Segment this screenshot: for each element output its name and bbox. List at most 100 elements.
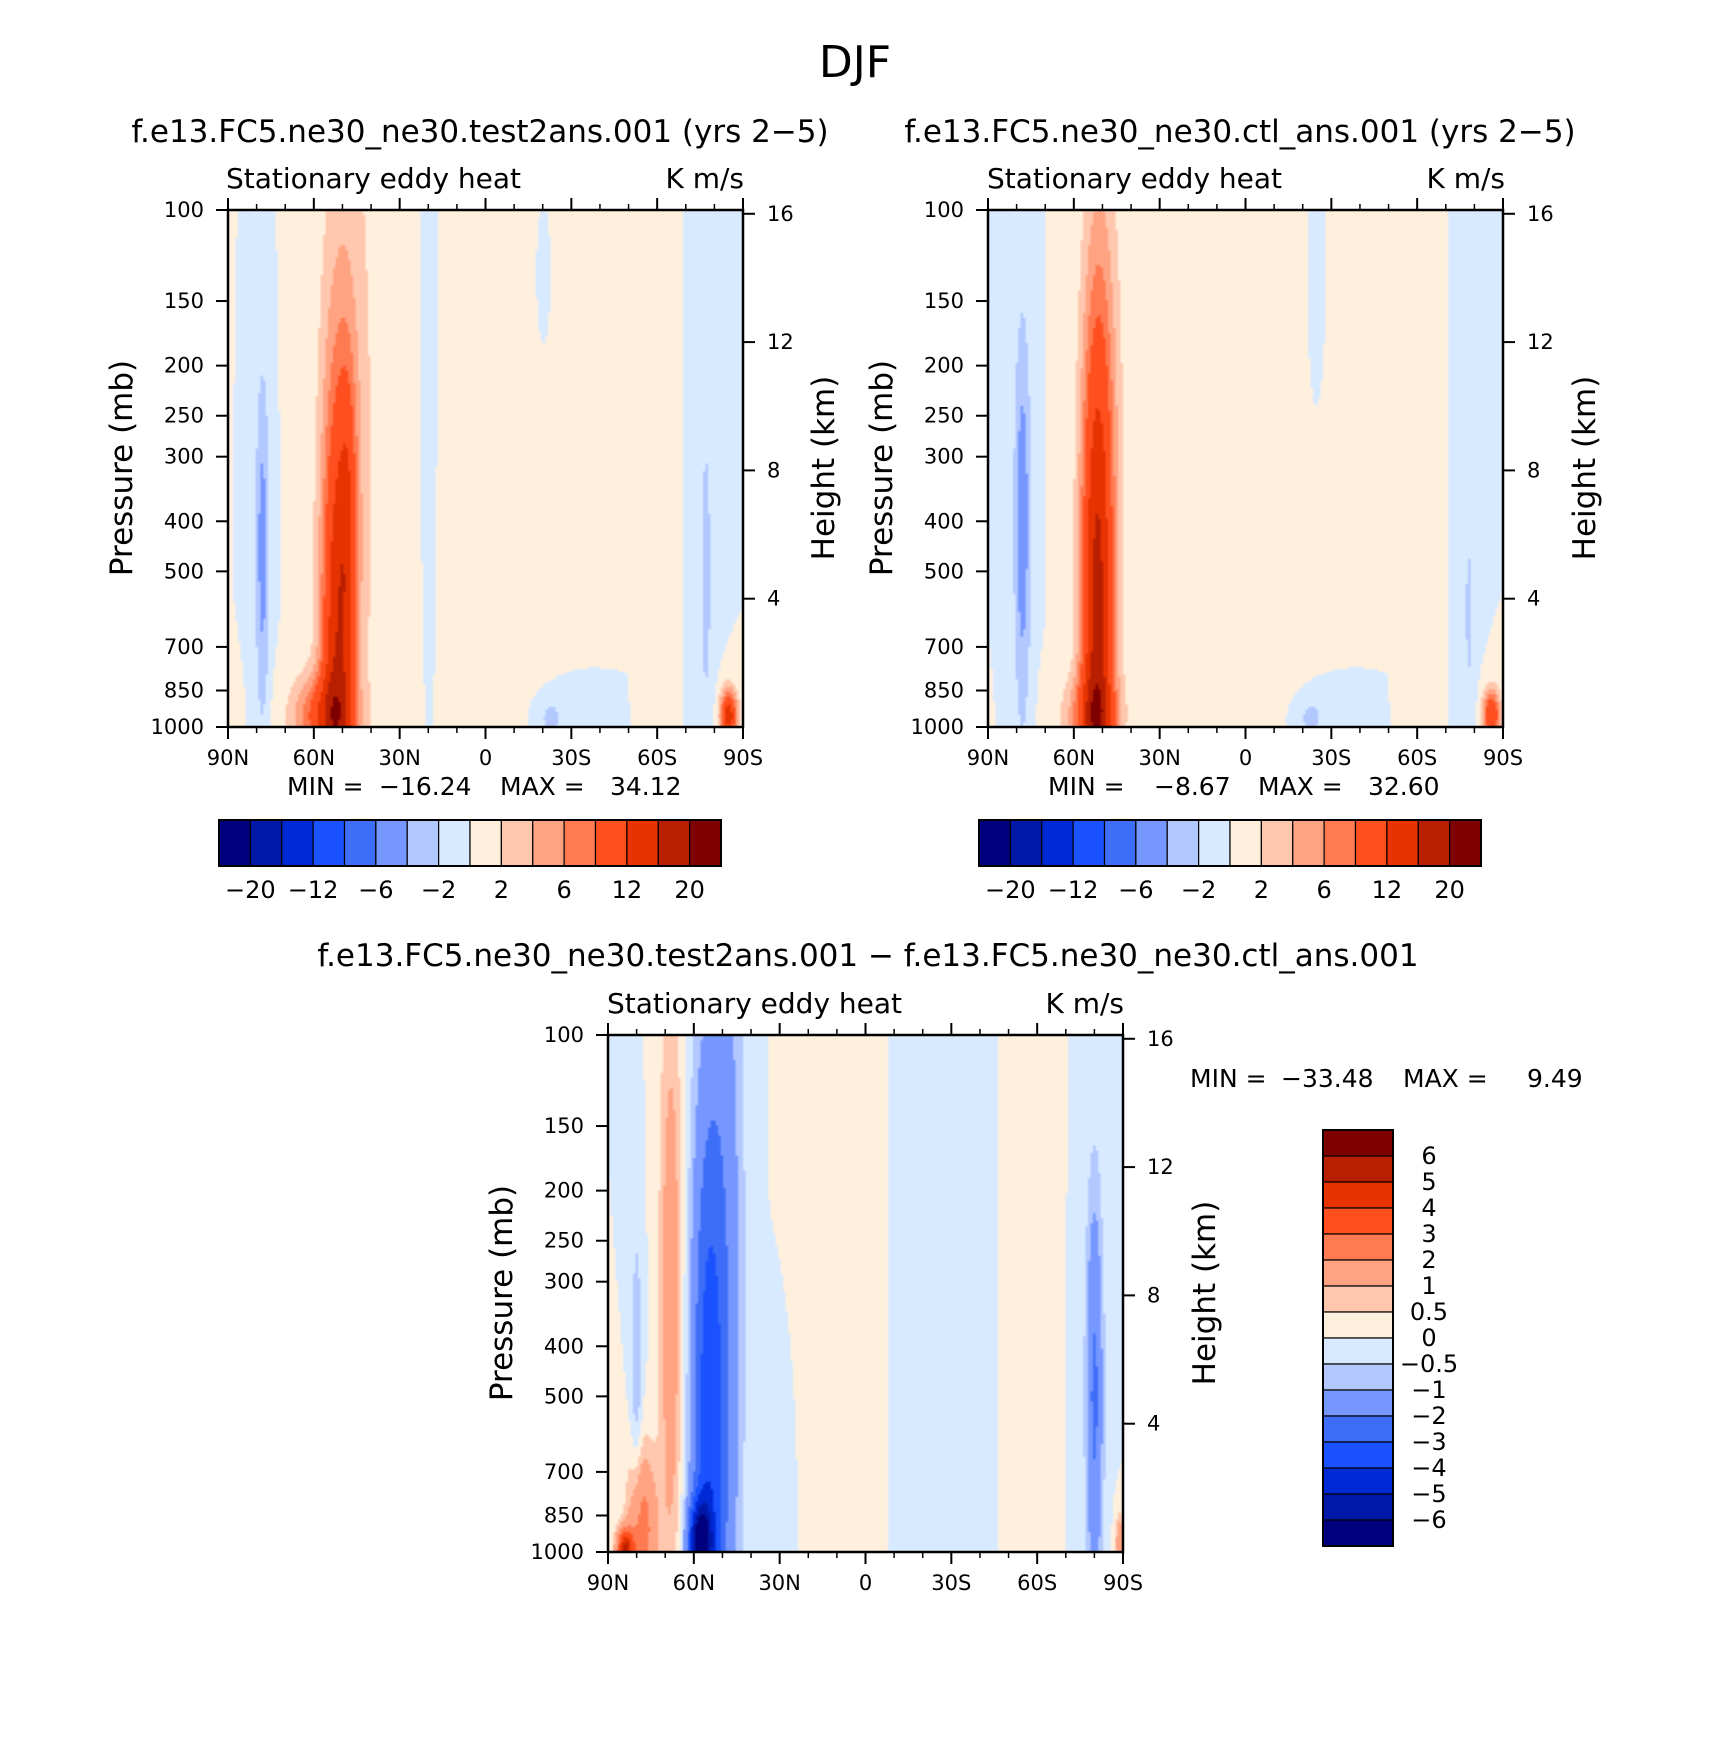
y-tick-label: 250 xyxy=(924,404,964,428)
colorbar-label: −4 xyxy=(1411,1454,1446,1482)
y-tick-label: 300 xyxy=(924,445,964,469)
y-tick-label: 150 xyxy=(924,289,964,313)
x-tick-label: 60N xyxy=(673,1571,715,1595)
colorbar-label: 5 xyxy=(1421,1168,1436,1196)
colorbar-label: 12 xyxy=(612,876,643,904)
contour-field xyxy=(988,210,1503,727)
contour-field xyxy=(608,1035,1123,1552)
colorbar-swatch xyxy=(1322,1311,1394,1339)
y-tick-label: 150 xyxy=(164,289,204,313)
y-right-tick-label: 8 xyxy=(1527,458,1540,482)
colorbar-label: −2 xyxy=(1181,876,1216,904)
colorbar-swatch xyxy=(1322,1129,1394,1157)
colorbar-swatch xyxy=(1322,1363,1394,1391)
panel-difference: f.e13.FC5.ne30_ne30.test2ans.001 − f.e13… xyxy=(317,938,1582,1595)
colorbar-swatch xyxy=(500,819,534,867)
y-axis-right-label: Height (km) xyxy=(806,376,842,561)
x-tick-label: 30N xyxy=(1138,746,1180,770)
colorbar-label: −0.5 xyxy=(1400,1350,1458,1378)
colorbar-label: −1 xyxy=(1411,1376,1446,1404)
stats-max-value: 32.60 xyxy=(1368,772,1440,801)
y-tick-label: 1000 xyxy=(151,715,204,739)
y-tick-label: 250 xyxy=(164,404,204,428)
y-right-tick-label: 12 xyxy=(1527,330,1554,354)
y-tick-label: 1000 xyxy=(531,1540,584,1564)
colorbar-label: 6 xyxy=(1421,1142,1436,1170)
y-axis-label: Pressure (mb) xyxy=(484,1185,520,1401)
y-right-tick-label: 12 xyxy=(1147,1155,1174,1179)
y-axis-label: Pressure (mb) xyxy=(104,360,140,576)
x-tick-label: 90S xyxy=(723,746,763,770)
colorbar-swatch xyxy=(1322,1181,1394,1209)
y-right-tick-label: 4 xyxy=(1527,587,1540,611)
panel-subtitle-right: K m/s xyxy=(1045,987,1124,1020)
colorbar-swatch xyxy=(1386,819,1419,867)
y-tick-label: 500 xyxy=(164,559,204,583)
y-right-tick-label: 16 xyxy=(1147,1027,1174,1051)
colorbar-swatch xyxy=(1103,819,1137,867)
y-tick-label: 500 xyxy=(544,1384,584,1408)
stats-min-value: −8.67 xyxy=(1154,772,1231,801)
colorbar-swatch xyxy=(1417,819,1451,867)
y-right-tick-label: 16 xyxy=(767,202,794,226)
colorbar: −20 −12 −6 −2 2 6 12 20 xyxy=(218,819,722,904)
colorbar-swatch xyxy=(1322,1519,1394,1547)
colorbar-label: 20 xyxy=(1434,876,1465,904)
colorbar-label: −6 xyxy=(1118,876,1153,904)
colorbar-frame xyxy=(218,819,722,867)
panel-test2ans: f.e13.FC5.ne30_ne30.test2ans.001 (yrs 2−… xyxy=(104,114,842,904)
y-tick-label: 150 xyxy=(544,1114,584,1138)
x-tick-label: 60N xyxy=(1053,746,1095,770)
x-tick-label: 90S xyxy=(1103,1571,1143,1595)
x-tick-label: 60S xyxy=(637,746,677,770)
x-tick-label: 90N xyxy=(207,746,249,770)
colorbar-swatch xyxy=(1072,819,1106,867)
y-tick-label: 1000 xyxy=(911,715,964,739)
stats-max-label: MAX = xyxy=(1403,1064,1488,1093)
y-tick-label: 500 xyxy=(924,559,964,583)
colorbar-swatch xyxy=(249,819,283,867)
y-tick-label: 700 xyxy=(544,1460,584,1484)
colorbar-swatch xyxy=(626,819,659,867)
y-tick-label: 200 xyxy=(544,1179,584,1203)
colorbar-swatch xyxy=(657,819,691,867)
colorbar-label: −20 xyxy=(985,876,1036,904)
x-tick-label: 60S xyxy=(1017,1571,1057,1595)
colorbar-label: 1 xyxy=(1421,1272,1436,1300)
colorbar-swatch xyxy=(1322,1467,1394,1495)
y-right-tick-label: 4 xyxy=(767,587,780,611)
colorbar-frame xyxy=(978,819,1482,867)
colorbar-label: −12 xyxy=(288,876,339,904)
stats-min-value: −33.48 xyxy=(1281,1064,1374,1093)
colorbar-label: −6 xyxy=(1411,1506,1446,1534)
colorbar-swatch xyxy=(1292,819,1325,867)
colorbar-label: 2 xyxy=(1254,876,1269,904)
panel-ctl-ans: f.e13.FC5.ne30_ne30.ctl_ans.001 (yrs 2−5… xyxy=(864,114,1603,904)
stats-line: MIN = −16.24 MAX = 34.12 xyxy=(287,772,682,801)
colorbar-swatch xyxy=(532,819,565,867)
y-tick-label: 400 xyxy=(164,509,204,533)
y-tick-label: 100 xyxy=(544,1023,584,1047)
colorbar-swatch xyxy=(1322,1259,1394,1287)
stats-min-label: MIN = xyxy=(1190,1064,1267,1093)
x-tick-label: 30S xyxy=(551,746,591,770)
y-axis-right-label: Height (km) xyxy=(1567,376,1603,561)
panel-subtitle-right: K m/s xyxy=(665,162,744,195)
colorbar-label: 4 xyxy=(1421,1194,1436,1222)
colorbar-label: 2 xyxy=(1421,1246,1436,1274)
colorbar-swatch xyxy=(218,819,251,867)
colorbar-label: 6 xyxy=(1316,876,1331,904)
x-tick-label: 0 xyxy=(479,746,492,770)
stats-line: MIN = −8.67 MAX = 32.60 xyxy=(1048,772,1440,801)
colorbar-swatch xyxy=(1322,1155,1394,1183)
panel-subtitle-left: Stationary eddy heat xyxy=(607,987,902,1020)
colorbar-swatch xyxy=(281,819,314,867)
panel-title: f.e13.FC5.ne30_ne30.test2ans.001 (yrs 2−… xyxy=(131,114,828,150)
y-tick-label: 300 xyxy=(164,445,204,469)
colorbar-label: 0.5 xyxy=(1410,1298,1448,1326)
colorbar-swatch xyxy=(1322,1441,1394,1469)
x-tick-label: 30S xyxy=(931,1571,971,1595)
colorbar-label: 20 xyxy=(674,876,705,904)
